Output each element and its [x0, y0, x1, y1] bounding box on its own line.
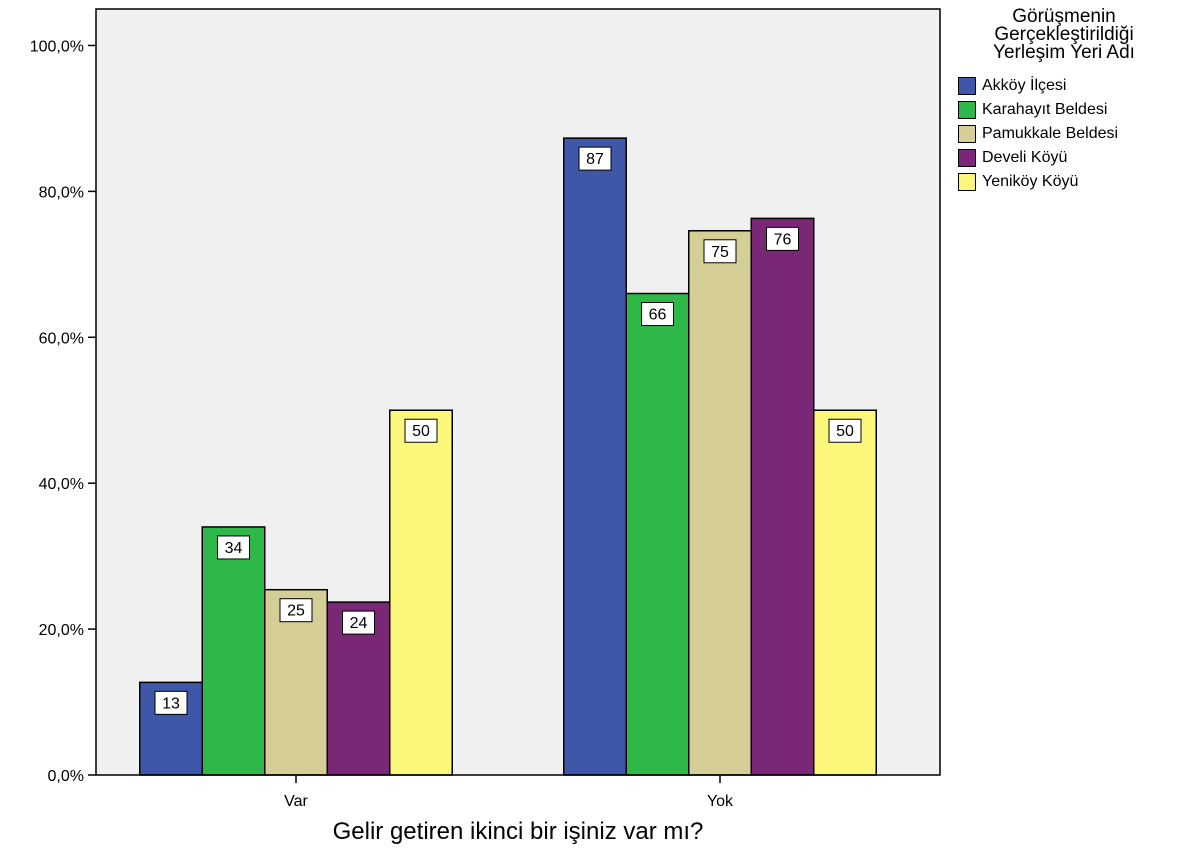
- x-axis-title: Gelir getiren ikinci bir işiniz var mı?: [332, 818, 704, 845]
- data-label: 66: [649, 307, 667, 324]
- data-labels: 13 34 25 24 50 87 66 75 76 50: [154, 146, 862, 715]
- legend-swatch: [958, 77, 976, 95]
- data-label: 50: [836, 423, 854, 440]
- y-tick-label: 60,0%: [39, 330, 84, 347]
- legend-label: Akköy İlçesi: [982, 77, 1067, 94]
- y-tick-label: 80,0%: [39, 184, 84, 201]
- data-label-box: [641, 302, 674, 327]
- bar: [750, 217, 815, 776]
- legend-swatch: [958, 173, 976, 191]
- data-label-box: [404, 418, 438, 443]
- data-label-box: [828, 418, 862, 443]
- legend-title-line-1: Görüşmenin: [1012, 6, 1116, 27]
- legend-item: Pamukkale Beldesi: [958, 122, 1170, 146]
- y-tick-label: 100,0%: [30, 38, 84, 55]
- data-label: 34: [225, 540, 243, 557]
- data-label-box: [578, 146, 612, 171]
- legend-item: Karahayıt Beldesi: [958, 98, 1170, 122]
- legend-swatch: [958, 149, 976, 167]
- data-label-box: [279, 598, 313, 623]
- legend-swatch: [958, 101, 976, 119]
- data-label-box: [342, 610, 375, 635]
- legend-title-line-3: Yerleşim Yeri Adı: [993, 42, 1135, 63]
- legend-item: Develi Köyü: [958, 146, 1170, 170]
- bar: [688, 230, 752, 776]
- data-label: 87: [586, 151, 604, 168]
- legend-label: Karahayıt Beldesi: [982, 101, 1108, 118]
- bar: [563, 137, 627, 776]
- y-tick-label: 40,0%: [39, 476, 84, 493]
- x-axis: Var Yok: [284, 775, 734, 810]
- legend-label: Pamukkale Beldesi: [982, 125, 1119, 142]
- data-label: 50: [412, 423, 430, 440]
- legend-label: Develi Köyü: [982, 149, 1068, 166]
- legend-swatch: [958, 125, 976, 143]
- bar: [201, 526, 266, 776]
- x-tick-label: Var: [284, 793, 308, 810]
- data-label-box: [766, 226, 799, 251]
- data-label-box: [217, 535, 250, 560]
- bar: [625, 292, 690, 776]
- legend-label: Yeniköy Köyü: [982, 173, 1079, 190]
- data-label: 24: [350, 615, 368, 632]
- y-tick-label: 20,0%: [39, 622, 84, 639]
- bar: [813, 409, 877, 776]
- plot-border: [95, 8, 941, 776]
- data-label-box: [154, 690, 188, 715]
- y-tick-label: 0,0%: [48, 768, 84, 785]
- data-label: 76: [774, 231, 792, 248]
- bar: [389, 409, 453, 776]
- legend-item: Akköy İlçesi: [958, 74, 1170, 98]
- legend-title-line-2: Gerçekleştirildiği: [994, 24, 1134, 45]
- y-axis: 0,0% 20,0% 40,0% 60,0% 80,0% 100,0%: [30, 38, 96, 785]
- data-label: 25: [287, 603, 305, 620]
- x-tick-label: Yok: [707, 793, 734, 810]
- legend-item: Yeniköy Köyü: [958, 170, 1170, 194]
- legend-items: Akköy İlçesi Karahayıt Beldesi Pamukkale…: [958, 74, 1170, 194]
- bars: [139, 137, 877, 776]
- legend-title: Görüşmenin Gerçekleştirildiği Yerleşim Y…: [958, 6, 1170, 63]
- data-label: 75: [711, 244, 729, 261]
- data-label: 13: [162, 695, 180, 712]
- legend: Görüşmenin Gerçekleştirildiği Yerleşim Y…: [958, 6, 1170, 194]
- data-label-box: [703, 239, 737, 264]
